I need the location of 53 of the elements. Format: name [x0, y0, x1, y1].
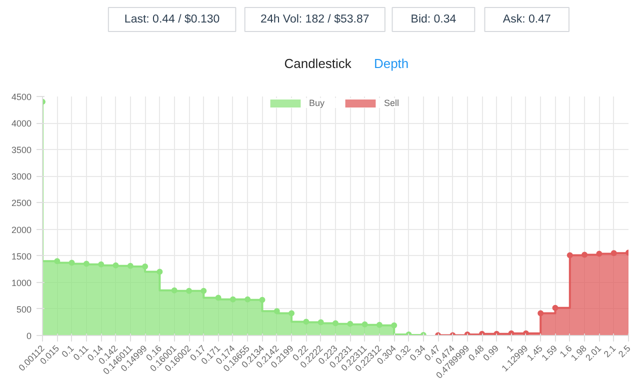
point	[274, 308, 280, 314]
point	[596, 250, 602, 257]
y-tick-label: 4500	[11, 92, 32, 102]
point	[303, 318, 310, 325]
text: Ask: 0.47	[502, 14, 551, 26]
point	[186, 288, 192, 294]
y-tick-label: 3500	[11, 145, 32, 156]
point	[610, 250, 617, 256]
x-tick-label: 2.1	[602, 343, 618, 360]
y-tick-label: 1000	[11, 278, 32, 288]
point	[552, 304, 558, 311]
point	[54, 258, 60, 264]
legend-label: Sell	[384, 98, 400, 108]
point	[566, 252, 573, 258]
point	[200, 288, 207, 294]
point	[112, 262, 119, 268]
point	[508, 330, 514, 336]
text: Candlestick	[284, 56, 352, 71]
point	[68, 260, 75, 266]
point	[142, 263, 148, 270]
point	[288, 310, 295, 316]
y-tick-label: 2000	[11, 224, 32, 235]
point	[376, 322, 382, 328]
legend-label: Buy	[309, 98, 326, 108]
y-tick-label: 4000	[11, 118, 32, 129]
y-tick-label: 3000	[11, 172, 32, 182]
y-tick-label: 2500	[11, 198, 32, 208]
point	[215, 294, 222, 301]
point	[391, 322, 398, 328]
point	[538, 310, 544, 316]
point	[479, 330, 485, 336]
text: Depth	[374, 56, 409, 71]
x-tick-label: 2.5	[616, 343, 632, 360]
point	[347, 320, 354, 327]
point	[332, 320, 338, 326]
y-tick-label: 0	[26, 331, 32, 341]
point	[230, 296, 236, 302]
point	[156, 268, 163, 275]
point	[83, 260, 90, 267]
y-tick-label: 500	[16, 304, 32, 314]
point	[582, 252, 588, 258]
point	[259, 296, 266, 303]
point	[318, 319, 324, 326]
point	[98, 261, 104, 268]
point	[171, 287, 178, 294]
point	[244, 296, 251, 302]
y-tick-label: 1500	[11, 251, 32, 262]
point	[362, 321, 368, 328]
point	[522, 330, 529, 336]
text: 24h Vol: 182 / $53.87	[260, 14, 370, 26]
text: Last: 0.44 / $0.130	[124, 14, 220, 26]
text: Bid: 0.34	[410, 14, 457, 26]
point	[127, 262, 134, 269]
